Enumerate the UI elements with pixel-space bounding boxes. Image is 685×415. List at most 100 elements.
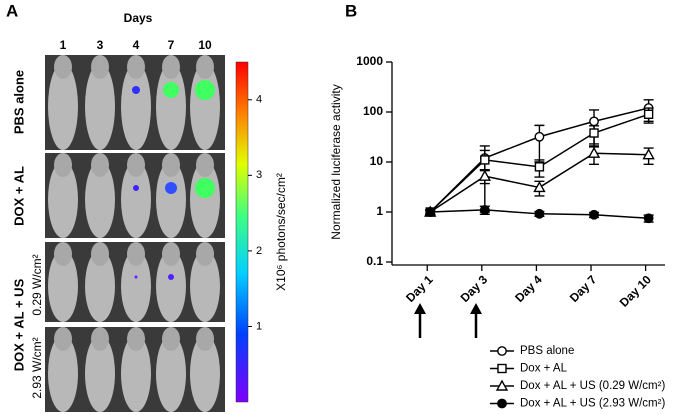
y-tick-label: 100 bbox=[363, 104, 383, 118]
mouse bbox=[156, 63, 186, 150]
panel-a: A Days 1 3 4 7 10 PBS alone DOX + AL DOX… bbox=[6, 1, 288, 412]
mouse-head bbox=[196, 242, 214, 266]
y-tick-label: 1000 bbox=[356, 54, 383, 68]
mouse bbox=[156, 335, 186, 412]
days-title: Days bbox=[124, 11, 153, 25]
legend-label: PBS alone bbox=[520, 345, 574, 357]
marker bbox=[533, 180, 546, 193]
x-tick-label: Day 7 bbox=[567, 272, 600, 305]
marker bbox=[589, 209, 599, 220]
mouse-head bbox=[54, 55, 72, 79]
arrows bbox=[414, 303, 482, 338]
colorbar-ticks: 1 2 3 4 bbox=[248, 94, 262, 332]
colorbar-label: X10⁶ photons/sec/cm² bbox=[274, 173, 288, 291]
y-tick-label: 10 bbox=[370, 154, 384, 168]
panel-b: B Normalized luciferase activity 0.1 1 10 1… bbox=[329, 1, 665, 409]
mouse bbox=[156, 161, 186, 238]
y-tick-label: 0.1 bbox=[366, 254, 383, 268]
mouse-head bbox=[91, 327, 109, 351]
marker bbox=[497, 398, 507, 409]
day-label: 7 bbox=[168, 38, 175, 52]
marker bbox=[478, 169, 492, 181]
marker bbox=[587, 146, 601, 158]
signal bbox=[163, 82, 179, 98]
mouse bbox=[48, 63, 78, 150]
mouse bbox=[85, 63, 115, 150]
marker bbox=[534, 131, 545, 142]
signal bbox=[195, 178, 215, 198]
mouse-head bbox=[91, 55, 109, 79]
x-tick-label: Day 1 bbox=[403, 272, 436, 305]
mouse-head bbox=[127, 242, 145, 266]
mouse bbox=[190, 335, 220, 412]
mouse bbox=[121, 335, 151, 412]
plot: 0.1 1 10 100 1000 Day 1 Day 3 Day 4 Day 7 Day 10 P… bbox=[356, 54, 665, 409]
mouse-head bbox=[162, 327, 180, 351]
mouse-head bbox=[127, 55, 145, 79]
mouse-head bbox=[162, 55, 180, 79]
mouse-head bbox=[54, 242, 72, 266]
signal bbox=[168, 274, 174, 280]
day-label: 1 bbox=[60, 38, 67, 52]
mouse-head bbox=[91, 153, 109, 177]
mouse-head bbox=[162, 153, 180, 177]
marker bbox=[497, 346, 507, 356]
mouse-head bbox=[196, 55, 214, 79]
legend-label: Dox + AL + US (0.29 W/cm²) bbox=[520, 380, 665, 392]
panel-label: B bbox=[345, 1, 357, 20]
mouse bbox=[121, 161, 151, 238]
signal bbox=[133, 185, 139, 191]
x-tick-label: Day 3 bbox=[458, 272, 491, 305]
x-tick-label: Day 10 bbox=[617, 272, 654, 309]
signal bbox=[134, 275, 138, 279]
marker bbox=[480, 155, 490, 165]
marker bbox=[425, 207, 436, 217]
y-axis-label: Normalized luciferase activity bbox=[329, 84, 343, 239]
marker bbox=[643, 213, 654, 224]
mouse bbox=[48, 250, 78, 322]
mouse bbox=[85, 250, 115, 322]
mouse bbox=[85, 335, 115, 412]
mouse bbox=[121, 250, 151, 322]
signal bbox=[132, 86, 140, 94]
mouse-head bbox=[162, 242, 180, 266]
day-label: 10 bbox=[198, 38, 212, 52]
marker bbox=[495, 379, 509, 391]
marker bbox=[642, 148, 655, 160]
marker bbox=[589, 116, 599, 127]
marker bbox=[497, 363, 507, 374]
row-label: PBS alone bbox=[11, 70, 26, 134]
legend-label: Dox + AL + US (2.93 W/cm²) bbox=[520, 398, 665, 410]
mouse-head bbox=[127, 153, 145, 177]
row-label: 2.93 W/cm² bbox=[30, 337, 44, 398]
colorbar-tick-label: 1 bbox=[256, 320, 262, 332]
x-tick-label: Day 4 bbox=[512, 272, 545, 305]
colorbar-tick-label: 2 bbox=[256, 245, 262, 257]
colorbar-tick-label: 4 bbox=[256, 94, 262, 106]
mouse bbox=[48, 335, 78, 412]
row-label: DOX + AL + US bbox=[11, 278, 26, 371]
row-label: 0.29 W/cm² bbox=[30, 254, 44, 315]
colorbar-tick-label: 3 bbox=[256, 169, 262, 181]
y-tick-label: 1 bbox=[376, 204, 383, 218]
mouse-head bbox=[91, 242, 109, 266]
legend-label: Dox + AL bbox=[520, 363, 568, 375]
day-label: 4 bbox=[133, 38, 140, 52]
mouse-head bbox=[54, 153, 72, 177]
mouse-head bbox=[196, 327, 214, 351]
mouse bbox=[156, 250, 186, 322]
error-bar bbox=[534, 124, 545, 163]
mouse-images bbox=[45, 55, 225, 412]
signal bbox=[165, 182, 177, 194]
mouse bbox=[121, 63, 151, 150]
marker bbox=[479, 205, 490, 215]
mouse bbox=[190, 161, 220, 238]
row-label: DOX + AL bbox=[11, 166, 26, 226]
mouse bbox=[48, 161, 78, 238]
mouse bbox=[190, 250, 220, 322]
day-label: 3 bbox=[97, 38, 104, 52]
colorbar bbox=[235, 61, 249, 403]
marker bbox=[534, 162, 545, 172]
